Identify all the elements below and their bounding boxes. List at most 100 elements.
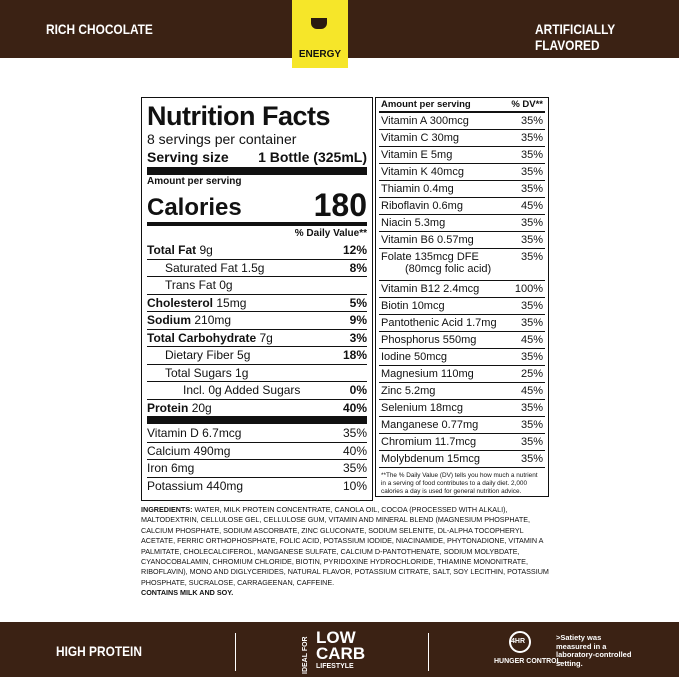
dv-header: % Daily Value** <box>294 228 367 239</box>
nutrient-dv: 8% <box>349 260 367 275</box>
nutrient-name: Protein <box>147 400 189 415</box>
micro-dv: 35% <box>520 402 543 414</box>
nutrient-name: Total Sugars <box>165 365 232 380</box>
nutrient: Dietary Fiber 5g <box>147 348 250 362</box>
micro: Selenium 18mcg <box>381 402 463 414</box>
micro-dv: 35% <box>520 300 543 312</box>
micro-row: Iodine 50mcg 35% <box>379 349 545 366</box>
micro-row: Selenium 18mcg 35% <box>379 400 545 417</box>
micros-header: Amount per serving % DV** <box>379 98 545 113</box>
vitamin-dv: 40% <box>342 443 367 458</box>
micro-name: Zinc 5.2mg <box>381 385 436 397</box>
vitamin-name: Potassium 440mg <box>147 478 244 493</box>
micro: Biotin 10mcg <box>381 300 445 312</box>
micro: Folate 135mcg DFE (80mcg folic acid) <box>381 251 491 275</box>
micro: Vitamin C 30mg <box>381 132 459 144</box>
calories-label: Calories <box>147 194 242 221</box>
nutrient-row: Saturated Fat 1.5g 8% <box>147 258 367 277</box>
nutrient-amount: 210mg <box>194 313 232 328</box>
ingredients-label: INGREDIENTS: <box>141 505 193 514</box>
vitamin-name: Vitamin D 6.7mcg <box>147 425 242 440</box>
hours: 4HR <box>511 638 526 645</box>
dv-header: % DV** <box>511 99 543 110</box>
calories-row: Calories 180 <box>147 189 367 222</box>
micro-name: Chromium 11.7mcg <box>381 436 477 448</box>
vitamin-row: Iron 6mg 35% <box>147 459 367 477</box>
micro-name: Biotin 10mcg <box>381 300 445 312</box>
vitamin-row: Calcium 490mg 40% <box>147 441 367 460</box>
micro: Zinc 5.2mg <box>381 385 435 397</box>
nutrient-dv: 18% <box>342 348 367 363</box>
servings: 8 servings per container <box>147 131 297 147</box>
nutrient-name: Trans Fat <box>165 278 216 293</box>
ingredients: INGREDIENTS: WATER, MILK PROTEIN CONCENT… <box>141 505 551 599</box>
micro: Pantothenic Acid 1.7mg <box>381 317 497 329</box>
nutrient-name: Total Fat <box>147 242 197 257</box>
micro: Vitamin B12 2.4mcg <box>381 283 479 295</box>
micro-row: Vitamin B6 0.57mg 35% <box>379 232 545 249</box>
micro-row: Molybdenum 15mcg 35% <box>379 451 545 468</box>
micro-dv: 35% <box>520 149 543 161</box>
micro: Riboflavin 0.6mg <box>381 200 463 212</box>
micro-row: Folate 135mcg DFE (80mcg folic acid) 35% <box>379 249 545 281</box>
rule <box>147 416 367 424</box>
micro: Vitamin E 5mg <box>381 149 452 161</box>
nutrient-amount: 0g <box>219 278 233 293</box>
nutrient: Incl. 0g Added Sugars <box>147 383 300 397</box>
vitamin-dv: 35% <box>342 461 367 476</box>
nutrient-dv: 3% <box>349 330 367 345</box>
micro: Thiamin 0.4mg <box>381 183 454 195</box>
micro: Vitamin K 40mcg <box>381 166 464 178</box>
nutrient-amount: 1g <box>235 365 249 380</box>
micro-dv: 35% <box>520 453 543 465</box>
micro-row: Riboflavin 0.6mg 45% <box>379 198 545 215</box>
micro-name: Riboflavin 0.6mg <box>381 200 463 212</box>
nutrient-row: Trans Fat 0g <box>147 276 367 294</box>
satiety-note: >Satiety was measured in a laboratory-co… <box>556 633 632 668</box>
vitamin-row: Vitamin D 6.7mcg 35% <box>147 424 367 442</box>
micro-name: Vitamin A 300mcg <box>381 115 469 127</box>
nutrient: Sodium 210mg <box>147 313 231 327</box>
footer-band <box>0 622 679 677</box>
nutrient-name: Dietary Fiber <box>165 348 234 363</box>
micro-dv: 35% <box>520 217 543 229</box>
micro-name: Manganese 0.77mg <box>381 419 479 431</box>
clock-icon <box>509 631 531 653</box>
micro-dv: 100% <box>514 283 543 295</box>
micro-row: Phosphorus 550mg 45% <box>379 332 545 349</box>
micro-dv: 35% <box>520 183 543 195</box>
nutrient-row: Total Carbohydrate 7g 3% <box>147 328 367 347</box>
nutrient-name: Sodium <box>147 313 191 328</box>
micro-dv: 45% <box>520 385 543 397</box>
nutrient: Total Sugars 1g <box>147 366 248 380</box>
ideal-for: IDEAL FOR <box>302 636 309 674</box>
micronutrients: Amount per serving % DV** Vitamin A 300m… <box>375 97 549 497</box>
micro-name: Folate 135mcg DFE <box>381 251 479 263</box>
micro-row: Vitamin K 40mcg 35% <box>379 164 545 181</box>
allergens: CONTAINS MILK AND SOY. <box>141 588 234 598</box>
micro-row: Niacin 5.3mg 35% <box>379 215 545 232</box>
ingredients-text: WATER, MILK PROTEIN CONCENTRATE, CANOLA … <box>141 505 549 587</box>
micro: Molybdenum 15mcg <box>381 453 480 465</box>
low: LOW <box>316 628 356 647</box>
nutrient-name: Saturated Fat <box>165 260 238 275</box>
micro-name: Phosphorus 550mg <box>381 334 477 346</box>
nutrient-name: Total Carbohydrate <box>147 330 257 345</box>
flavored-note: ARTIFICIALLY FLAVORED <box>535 21 616 53</box>
micro-name: Vitamin B6 0.57mg <box>381 234 474 246</box>
nutrient-amount: 9g <box>199 242 213 257</box>
micro-name: Vitamin E 5mg <box>381 149 453 161</box>
micro-dv: 35% <box>520 166 543 178</box>
micro-dv: 35% <box>520 436 543 448</box>
nutrient-row: Sodium 210mg 9% <box>147 311 367 329</box>
micro-row: Vitamin A 300mcg 35% <box>379 113 545 130</box>
micro-dv: 35% <box>520 115 543 127</box>
nutrient-row: Protein 20g 40% <box>147 398 367 417</box>
micro-name: Vitamin K 40mcg <box>381 166 464 178</box>
micro: Magnesium 110mg <box>381 368 474 380</box>
calories-value: 180 <box>313 187 367 223</box>
badge-label: ENERGY <box>298 49 342 60</box>
micro-row: Zinc 5.2mg 45% <box>379 383 545 400</box>
lifestyle: LIFESTYLE <box>316 663 354 670</box>
